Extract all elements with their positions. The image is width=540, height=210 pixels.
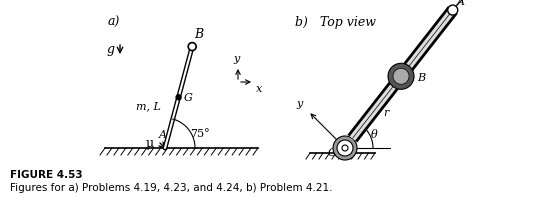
Circle shape: [188, 43, 196, 51]
Text: g: g: [107, 43, 115, 56]
Text: A: A: [457, 0, 465, 7]
Text: G: G: [184, 93, 192, 103]
Circle shape: [448, 5, 458, 15]
Text: B: B: [417, 73, 425, 83]
Circle shape: [342, 145, 348, 151]
Circle shape: [388, 63, 414, 89]
Text: μ: μ: [146, 136, 154, 150]
Text: b)   Top view: b) Top view: [295, 16, 376, 29]
Text: 75°: 75°: [190, 129, 210, 139]
Text: B: B: [194, 28, 203, 41]
Text: θ: θ: [371, 130, 378, 140]
Circle shape: [333, 136, 357, 160]
Text: A: A: [159, 130, 167, 140]
Text: a): a): [108, 16, 120, 29]
Text: O: O: [328, 148, 337, 158]
Text: r: r: [383, 108, 389, 118]
Circle shape: [393, 68, 409, 84]
Circle shape: [337, 140, 353, 156]
Text: m, L: m, L: [137, 101, 161, 112]
Text: FIGURE 4.53: FIGURE 4.53: [10, 170, 83, 180]
Text: x: x: [256, 84, 262, 94]
Text: y: y: [234, 54, 240, 64]
Circle shape: [176, 95, 181, 100]
Text: y: y: [296, 99, 302, 109]
Text: Figures for a) Problems 4.19, 4.23, and 4.24, b) Problem 4.21.: Figures for a) Problems 4.19, 4.23, and …: [10, 183, 333, 193]
